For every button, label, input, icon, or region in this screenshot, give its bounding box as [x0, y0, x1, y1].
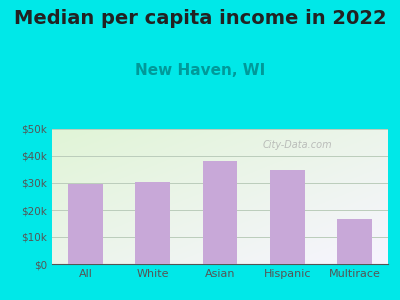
Bar	[202, 161, 238, 264]
Bar	[270, 169, 305, 264]
Text: Median per capita income in 2022: Median per capita income in 2022	[14, 9, 386, 28]
Text: City-Data.com: City-Data.com	[262, 140, 332, 150]
Text: New Haven, WI: New Haven, WI	[135, 63, 265, 78]
Bar	[135, 182, 170, 264]
Bar	[68, 184, 103, 264]
Bar	[337, 219, 372, 264]
